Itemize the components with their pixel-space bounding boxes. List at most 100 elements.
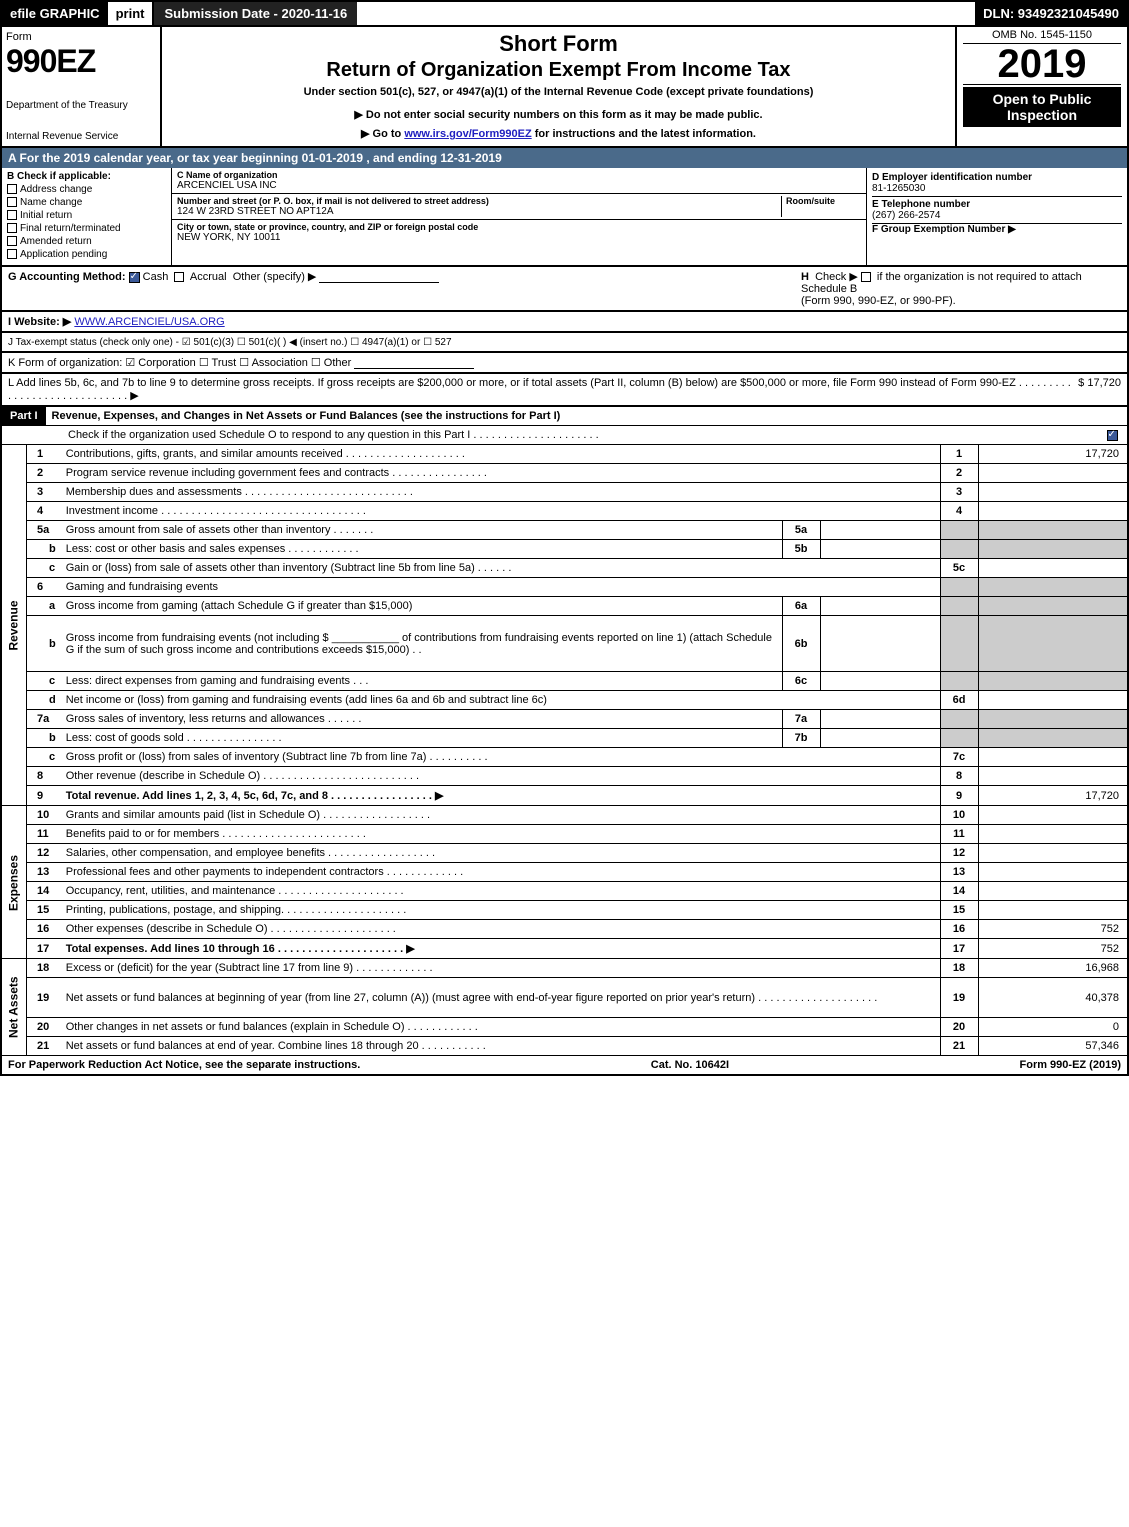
right-line-value: 752 [978, 939, 1128, 959]
line-number: 20 [27, 1018, 61, 1037]
table-row: dNet income or (loss) from gaming and fu… [1, 691, 1128, 710]
table-row: 8Other revenue (describe in Schedule O) … [1, 767, 1128, 786]
g-other-input[interactable] [319, 271, 439, 283]
header-left: Form 990EZ Department of the Treasury In… [2, 27, 162, 146]
form-label-text: Form [6, 31, 156, 43]
table-row: Net Assets18Excess or (deficit) for the … [1, 959, 1128, 978]
table-row: 20Other changes in net assets or fund ba… [1, 1018, 1128, 1037]
table-row: 7aGross sales of inventory, less returns… [1, 710, 1128, 729]
table-row: 14Occupancy, rent, utilities, and mainte… [1, 882, 1128, 901]
line-number: 8 [27, 767, 61, 786]
line-desc: Membership dues and assessments . . . . … [61, 483, 940, 502]
g-other: Other (specify) ▶ [233, 271, 317, 283]
top-bar: efile GRAPHIC print Submission Date - 20… [0, 0, 1129, 27]
line-desc: Gross profit or (loss) from sales of inv… [61, 748, 940, 767]
part1-checkbox[interactable] [1107, 430, 1118, 441]
dept-treasury: Department of the Treasury [6, 100, 156, 111]
chk-amended-return[interactable] [7, 236, 17, 246]
website-link[interactable]: WWW.ARCENCIEL/USA.ORG [74, 316, 224, 328]
right-line-value [978, 710, 1128, 729]
mid-line-value [820, 729, 940, 748]
line-desc: Investment income . . . . . . . . . . . … [61, 502, 940, 521]
line-desc: Printing, publications, postage, and shi… [61, 901, 940, 920]
mid-line-value [820, 616, 940, 672]
line-number: c [27, 672, 61, 691]
line-desc: Other expenses (describe in Schedule O) … [61, 920, 940, 939]
right-line-number: 14 [940, 882, 978, 901]
table-row: bLess: cost or other basis and sales exp… [1, 540, 1128, 559]
goto-pre: ▶ Go to [361, 128, 404, 140]
line-number: 6 [27, 578, 61, 597]
line-desc: Gross income from gaming (attach Schedul… [61, 597, 782, 616]
mid-line-number: 7b [782, 729, 820, 748]
print-button[interactable]: print [108, 2, 155, 25]
line-number: 18 [27, 959, 61, 978]
chk-final-return[interactable] [7, 223, 17, 233]
g-cash: Cash [143, 271, 169, 283]
form-number: 990EZ [6, 43, 156, 80]
mid-line-number: 6a [782, 597, 820, 616]
right-line-number: 8 [940, 767, 978, 786]
top-bar-left: efile GRAPHIC print Submission Date - 20… [2, 2, 357, 25]
right-line-value [978, 729, 1128, 748]
line-number: 7a [27, 710, 61, 729]
line-number: 3 [27, 483, 61, 502]
col-d-identifiers: D Employer identification number 81-1265… [867, 168, 1127, 265]
table-row: 17Total expenses. Add lines 10 through 1… [1, 939, 1128, 959]
chk-label-0: Address change [20, 184, 92, 195]
chk-address-change[interactable] [7, 184, 17, 194]
line-desc: Program service revenue including govern… [61, 464, 940, 483]
right-line-value [978, 597, 1128, 616]
right-line-value [978, 806, 1128, 825]
ein-label: D Employer identification number [872, 172, 1122, 183]
right-line-number: 18 [940, 959, 978, 978]
chk-cash[interactable] [129, 272, 140, 283]
chk-not-required[interactable] [861, 272, 871, 282]
phone-label: E Telephone number [872, 199, 1122, 210]
chk-application-pending[interactable] [7, 249, 17, 259]
chk-label-4: Amended return [20, 236, 92, 247]
mid-line-number: 6b [782, 616, 820, 672]
line-number: 10 [27, 806, 61, 825]
line-desc: Salaries, other compensation, and employ… [61, 844, 940, 863]
right-line-value: 40,378 [978, 978, 1128, 1018]
goto-link[interactable]: www.irs.gov/Form990EZ [404, 128, 531, 140]
table-row: cGain or (loss) from sale of assets othe… [1, 559, 1128, 578]
return-title: Return of Organization Exempt From Incom… [168, 59, 949, 82]
tax-year: 2019 [963, 44, 1121, 85]
right-line-value [978, 844, 1128, 863]
mid-line-number: 7a [782, 710, 820, 729]
line-number: 4 [27, 502, 61, 521]
chk-accrual[interactable] [174, 272, 184, 282]
right-line-value [978, 502, 1128, 521]
right-line-value [978, 483, 1128, 502]
header-center: Short Form Return of Organization Exempt… [162, 27, 957, 146]
right-line-number: 17 [940, 939, 978, 959]
footer-right: Form 990-EZ (2019) [1020, 1059, 1121, 1071]
goto-post: for instructions and the latest informat… [535, 128, 756, 140]
mid-line-number: 5a [782, 521, 820, 540]
line-desc: Total revenue. Add lines 1, 2, 3, 4, 5c,… [61, 786, 940, 806]
chk-name-change[interactable] [7, 197, 17, 207]
line-number: 19 [27, 978, 61, 1018]
table-row: bGross income from fundraising events (n… [1, 616, 1128, 672]
line-desc: Net assets or fund balances at end of ye… [61, 1037, 940, 1056]
right-line-number: 13 [940, 863, 978, 882]
form-header: Form 990EZ Department of the Treasury In… [0, 27, 1129, 148]
right-line-number: 7c [940, 748, 978, 767]
submission-date: Submission Date - 2020-11-16 [154, 2, 357, 25]
line-desc: Occupancy, rent, utilities, and maintena… [61, 882, 940, 901]
h-text3: (Form 990, 990-EZ, or 990-PF). [801, 295, 956, 307]
chk-initial-return[interactable] [7, 210, 17, 220]
line-desc: Total expenses. Add lines 10 through 16 … [61, 939, 940, 959]
right-line-number: 6d [940, 691, 978, 710]
table-row: 21Net assets or fund balances at end of … [1, 1037, 1128, 1056]
section-a-tax-year: A For the 2019 calendar year, or tax yea… [0, 148, 1129, 168]
g-h-block: G Accounting Method: Cash Accrual Other … [0, 267, 1129, 312]
right-line-value [978, 578, 1128, 597]
table-row: 16Other expenses (describe in Schedule O… [1, 920, 1128, 939]
line-desc: Less: cost or other basis and sales expe… [61, 540, 782, 559]
line-number: 2 [27, 464, 61, 483]
k-other-input[interactable] [354, 357, 474, 369]
line-number: 13 [27, 863, 61, 882]
